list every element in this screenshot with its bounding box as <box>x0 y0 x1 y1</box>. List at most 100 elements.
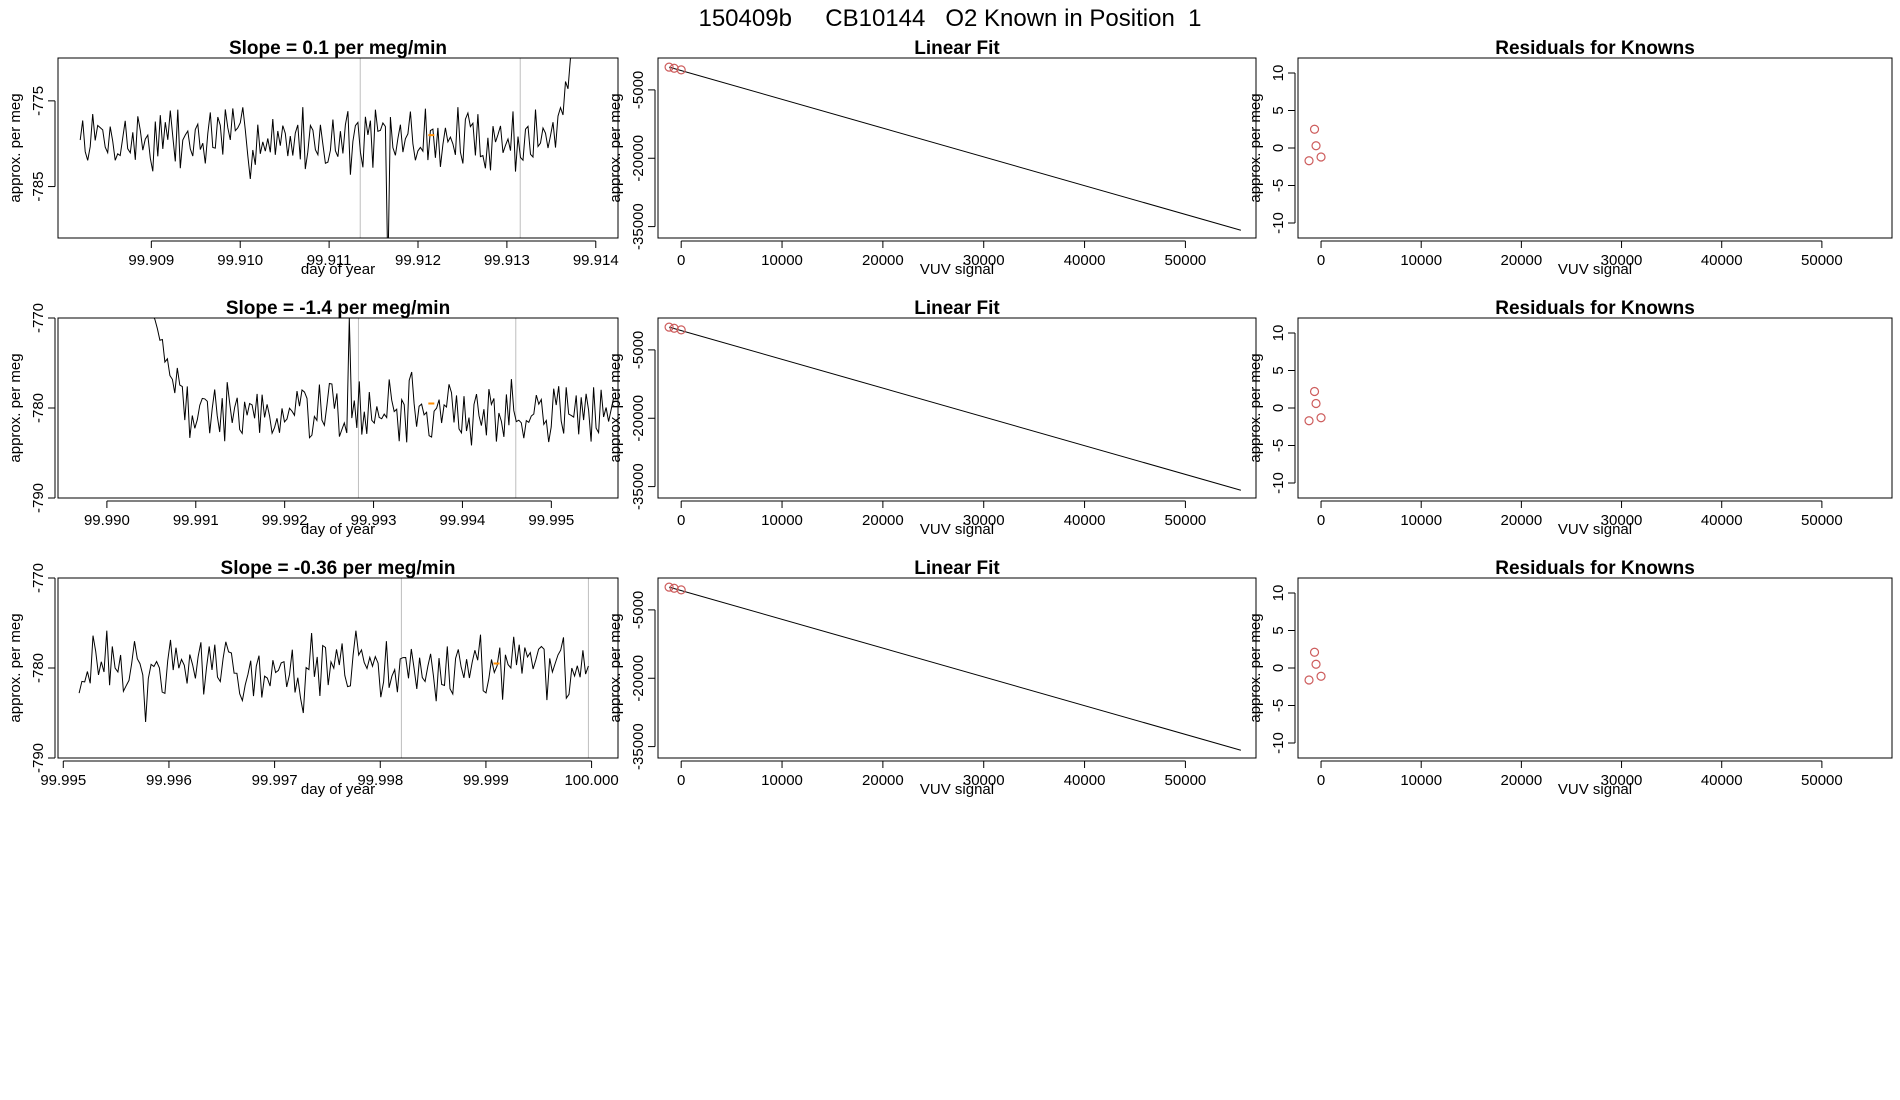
x-tick-label: 100.000 <box>564 772 618 789</box>
plot-frame <box>1297 317 1893 499</box>
fit-line <box>668 66 1242 231</box>
y-axis-label: approx. per meg <box>7 613 24 722</box>
figure-title: 150409b CB10144 O2 Known in Position 1 <box>698 5 1201 32</box>
x-tick-label: 50000 <box>1801 252 1843 269</box>
y-tick-label: -20000 <box>630 395 647 442</box>
panel-title: Slope = -1.4 per meg/min <box>226 298 450 319</box>
panel-title: Slope = 0.1 per meg/min <box>229 38 447 59</box>
x-tick-label: 10000 <box>761 772 803 789</box>
x-tick-label: 0 <box>1317 772 1325 789</box>
y-tick-label: 5 <box>1270 106 1287 114</box>
x-tick-label: 20000 <box>1501 772 1543 789</box>
y-tick-label: -775 <box>30 86 47 116</box>
data-point <box>669 63 679 73</box>
y-tick-label: -20000 <box>630 655 647 702</box>
y-tick-label: -10 <box>1270 472 1287 494</box>
x-tick-label: 20000 <box>1501 252 1543 269</box>
x-tick-label: 40000 <box>1701 512 1743 529</box>
y-tick-label: -20000 <box>630 135 647 182</box>
x-tick-label: 50000 <box>1165 772 1207 789</box>
y-tick-label: -10 <box>1270 732 1287 754</box>
x-tick-label: 99.992 <box>262 512 308 529</box>
y-tick-label: 10 <box>1270 325 1287 342</box>
x-axis-label: VUV signal <box>920 521 994 538</box>
data-point <box>676 325 686 335</box>
plot-area <box>78 578 589 758</box>
plot-frame <box>57 577 619 759</box>
x-tick-label: 10000 <box>761 252 803 269</box>
x-tick-label: 40000 <box>1064 512 1106 529</box>
y-tick-label: -780 <box>30 393 47 423</box>
y-tick-label: -780 <box>30 653 47 683</box>
x-tick-label: 20000 <box>862 252 904 269</box>
x-tick-label: 30000 <box>1601 772 1643 789</box>
y-tick-label: -790 <box>30 483 47 513</box>
plot-area <box>1304 386 1326 426</box>
y-tick-label: -35000 <box>630 723 647 770</box>
x-tick-label: 0 <box>677 252 685 269</box>
x-tick-label: 10000 <box>1400 772 1442 789</box>
data-point <box>1309 386 1320 397</box>
panel-title: Residuals for Knowns <box>1495 38 1695 59</box>
x-tick-label: 99.998 <box>357 772 403 789</box>
x-tick-label: 30000 <box>963 512 1005 529</box>
x-tick-label: 99.997 <box>252 772 298 789</box>
x-axis-label: day of year <box>301 521 375 538</box>
plot-area <box>1304 124 1326 166</box>
y-tick-label: 0 <box>1270 144 1287 152</box>
y-axis-label: approx. per meg <box>7 353 24 462</box>
x-tick-label: 99.912 <box>395 252 441 269</box>
data-point <box>664 62 674 72</box>
x-tick-label: 0 <box>677 772 685 789</box>
x-tick-label: 50000 <box>1801 772 1843 789</box>
x-tick-label: 20000 <box>862 512 904 529</box>
y-tick-label: 10 <box>1270 65 1287 82</box>
y-tick-label: -5 <box>1270 179 1287 192</box>
y-tick-label: -5000 <box>630 331 647 369</box>
plot-frame <box>657 57 1257 239</box>
data-point <box>1311 398 1321 409</box>
y-tick-label: -35000 <box>630 463 647 510</box>
x-tick-label: 99.991 <box>173 512 219 529</box>
panel-title: Residuals for Knowns <box>1495 298 1695 319</box>
x-tick-label: 50000 <box>1165 512 1207 529</box>
x-axis-label: VUV signal <box>920 261 994 278</box>
x-tick-label: 99.999 <box>463 772 509 789</box>
y-axis-label: approx. per meg <box>1247 353 1264 462</box>
y-tick-label: -5 <box>1270 699 1287 712</box>
y-tick-label: -785 <box>30 172 47 202</box>
y-axis-label: approx. per meg <box>607 613 624 722</box>
x-tick-label: 40000 <box>1064 772 1106 789</box>
plot-area <box>664 582 1242 751</box>
y-axis-label: approx. per meg <box>607 353 624 462</box>
x-tick-label: 40000 <box>1701 772 1743 789</box>
data-point <box>664 582 674 592</box>
fit-line <box>668 326 1242 491</box>
x-tick-label: 99.994 <box>439 512 485 529</box>
x-tick-label: 20000 <box>1501 512 1543 529</box>
panel-title: Linear Fit <box>914 38 1000 59</box>
x-axis-label: VUV signal <box>1558 521 1632 538</box>
data-point <box>1311 141 1321 151</box>
panel-2-1: Slope = -1.4 per meg/min 99.990 99.991 99.9… <box>7 298 619 538</box>
x-tick-label: 99.910 <box>217 252 263 269</box>
data-point <box>1316 413 1326 423</box>
data-series-line <box>79 58 571 238</box>
plot-frame <box>1297 577 1893 759</box>
data-point <box>1311 659 1321 669</box>
y-tick-label: -5000 <box>630 591 647 629</box>
x-tick-label: 20000 <box>862 772 904 789</box>
data-point <box>676 585 686 595</box>
panel-title: Linear Fit <box>914 298 1000 319</box>
panel-title: Residuals for Knowns <box>1495 558 1695 579</box>
plot-area <box>1304 647 1326 685</box>
data-series-line <box>153 318 615 446</box>
plot-frame <box>657 577 1257 759</box>
x-tick-label: 99.911 <box>307 252 352 269</box>
x-axis-label: day of year <box>301 261 375 278</box>
x-tick-label: 0 <box>1317 512 1325 529</box>
plot-frame <box>57 317 619 499</box>
panel-1-1: Slope = 0.1 per meg/min 99.909 99.910 99.91… <box>7 38 619 278</box>
x-tick-label: 40000 <box>1701 252 1743 269</box>
